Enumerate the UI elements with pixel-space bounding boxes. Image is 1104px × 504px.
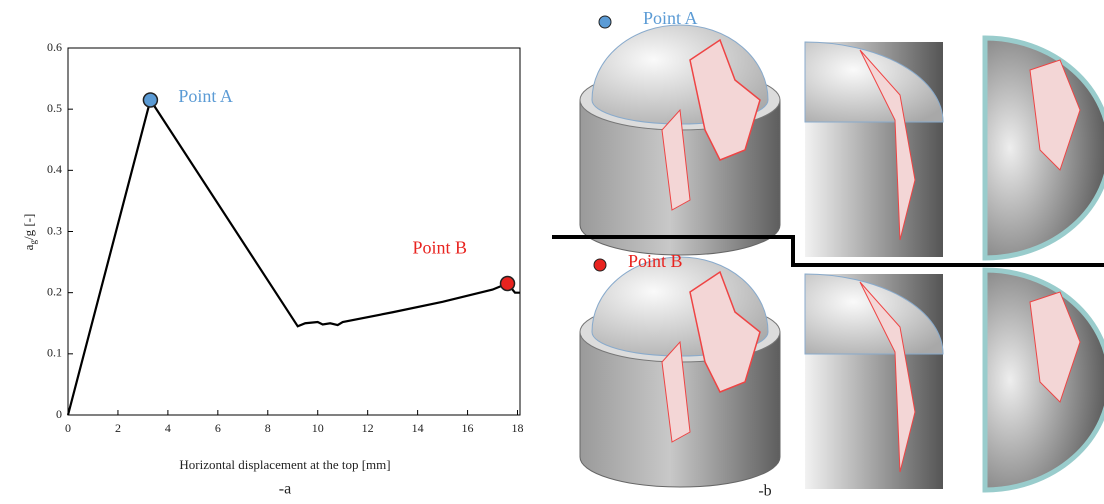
point-label: Point B — [413, 238, 468, 258]
caption-a: -a — [279, 481, 291, 498]
x-tick-label: 6 — [215, 421, 221, 435]
x-tick-label: 10 — [312, 421, 324, 435]
x-tick-label: 8 — [265, 421, 271, 435]
x-tick-label: 4 — [165, 421, 171, 435]
x-tick-label: 2 — [115, 421, 121, 435]
y-tick-label: 0 — [56, 407, 62, 421]
y-tick-label: 0.4 — [47, 162, 62, 176]
y-axis-label: ag/g [-] — [21, 214, 38, 251]
x-tick-label: 0 — [65, 421, 71, 435]
y-tick-label: 0.5 — [47, 101, 62, 115]
x-tick-label: 14 — [412, 421, 424, 435]
x-tick-label: 18 — [512, 421, 524, 435]
y-tick-label: 0.2 — [47, 284, 62, 298]
row-marker — [599, 16, 611, 28]
point-label: Point A — [178, 86, 233, 106]
row-marker — [594, 259, 606, 271]
y-label-rest: /g [-] — [21, 214, 36, 240]
plot-frame — [68, 48, 520, 415]
y-tick-label: 0.3 — [47, 223, 62, 237]
point-marker — [143, 93, 157, 107]
point-b-views — [580, 257, 1104, 490]
y-tick-label: 0.1 — [47, 346, 62, 360]
figure: Horizontal displacement at the top [mm] … — [0, 0, 1104, 504]
y-tick-label: 0.6 — [47, 40, 62, 54]
x-tick-label: 12 — [362, 421, 374, 435]
row-label: Point A — [643, 8, 698, 28]
x-axis-label: Horizontal displacement at the top [mm] — [179, 457, 390, 472]
row-label: Point B — [628, 251, 683, 271]
caption-b: -b — [758, 483, 771, 500]
point-a-views — [580, 25, 1104, 258]
point-marker — [501, 276, 515, 290]
x-tick-label: 16 — [462, 421, 474, 435]
